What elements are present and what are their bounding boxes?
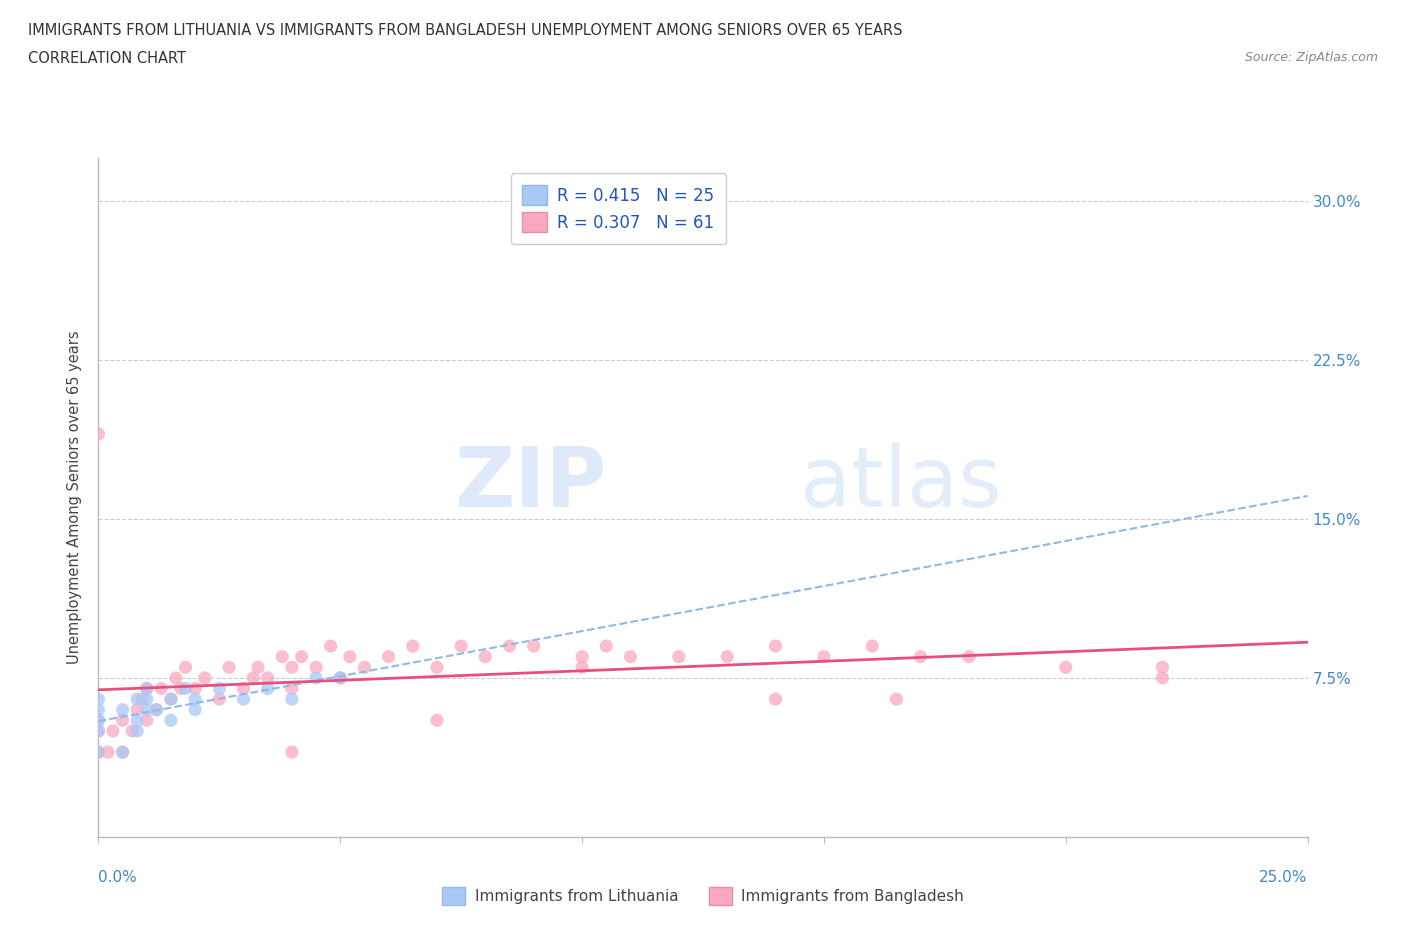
Text: 0.0%: 0.0% xyxy=(98,870,138,884)
Point xyxy=(87,745,110,760)
Point xyxy=(1054,660,1077,675)
Point xyxy=(218,660,240,675)
Point xyxy=(184,702,207,717)
Point xyxy=(145,702,167,717)
Point xyxy=(232,681,254,696)
Point xyxy=(111,713,134,728)
Point xyxy=(174,660,197,675)
Point xyxy=(111,745,134,760)
Point xyxy=(160,692,183,707)
Point xyxy=(619,649,641,664)
Point xyxy=(101,724,124,738)
Point xyxy=(174,681,197,696)
Point xyxy=(87,427,110,442)
Point xyxy=(402,639,425,654)
Point xyxy=(281,681,304,696)
Point xyxy=(957,649,980,664)
Point xyxy=(319,639,342,654)
Point xyxy=(135,681,157,696)
Text: Source: ZipAtlas.com: Source: ZipAtlas.com xyxy=(1244,51,1378,64)
Legend: Immigrants from Lithuania, Immigrants from Bangladesh: Immigrants from Lithuania, Immigrants fr… xyxy=(434,879,972,913)
Point xyxy=(87,702,110,717)
Point xyxy=(716,649,738,664)
Point xyxy=(131,692,153,707)
Point xyxy=(256,681,278,696)
Point xyxy=(121,724,143,738)
Point xyxy=(135,702,157,717)
Point xyxy=(595,639,617,654)
Point xyxy=(765,639,787,654)
Point xyxy=(813,649,835,664)
Point xyxy=(498,639,520,654)
Point xyxy=(765,692,787,707)
Point xyxy=(329,671,352,685)
Point xyxy=(353,660,375,675)
Point xyxy=(339,649,361,664)
Point xyxy=(127,724,149,738)
Point xyxy=(127,702,149,717)
Point xyxy=(127,692,149,707)
Point xyxy=(87,745,110,760)
Point xyxy=(886,692,908,707)
Point xyxy=(87,713,110,728)
Point xyxy=(281,745,304,760)
Point xyxy=(571,649,593,664)
Point xyxy=(165,671,187,685)
Point xyxy=(111,745,134,760)
Point xyxy=(208,681,231,696)
Point xyxy=(474,649,496,664)
Point xyxy=(127,713,149,728)
Text: CORRELATION CHART: CORRELATION CHART xyxy=(28,51,186,66)
Point xyxy=(232,692,254,707)
Point xyxy=(111,702,134,717)
Point xyxy=(256,671,278,685)
Point xyxy=(305,671,328,685)
Text: IMMIGRANTS FROM LITHUANIA VS IMMIGRANTS FROM BANGLADESH UNEMPLOYMENT AMONG SENIO: IMMIGRANTS FROM LITHUANIA VS IMMIGRANTS … xyxy=(28,23,903,38)
Point xyxy=(1152,660,1174,675)
Text: 25.0%: 25.0% xyxy=(1260,870,1308,884)
Point xyxy=(87,713,110,728)
Point xyxy=(208,692,231,707)
Point xyxy=(450,639,472,654)
Point xyxy=(305,660,328,675)
Point xyxy=(281,692,304,707)
Point xyxy=(87,724,110,738)
Point xyxy=(184,692,207,707)
Point xyxy=(426,660,449,675)
Point xyxy=(668,649,690,664)
Point xyxy=(87,724,110,738)
Point xyxy=(377,649,399,664)
Point xyxy=(290,649,312,664)
Point xyxy=(135,681,157,696)
Y-axis label: Unemployment Among Seniors over 65 years: Unemployment Among Seniors over 65 years xyxy=(67,331,83,664)
Point xyxy=(150,681,173,696)
Point xyxy=(271,649,294,664)
Point xyxy=(329,671,352,685)
Point xyxy=(184,681,207,696)
Legend: R = 0.415   N = 25, R = 0.307   N = 61: R = 0.415 N = 25, R = 0.307 N = 61 xyxy=(510,173,725,244)
Point xyxy=(97,745,120,760)
Point xyxy=(160,692,183,707)
Point xyxy=(87,692,110,707)
Point xyxy=(135,692,157,707)
Point xyxy=(523,639,546,654)
Point xyxy=(860,639,883,654)
Point xyxy=(910,649,932,664)
Point xyxy=(1152,671,1174,685)
Point xyxy=(160,713,183,728)
Point xyxy=(426,713,449,728)
Point xyxy=(571,660,593,675)
Point xyxy=(169,681,191,696)
Point xyxy=(281,660,304,675)
Point xyxy=(194,671,217,685)
Text: atlas: atlas xyxy=(800,444,1001,525)
Point xyxy=(247,660,270,675)
Text: ZIP: ZIP xyxy=(454,444,606,525)
Point xyxy=(242,671,264,685)
Point xyxy=(135,713,157,728)
Point xyxy=(145,702,167,717)
